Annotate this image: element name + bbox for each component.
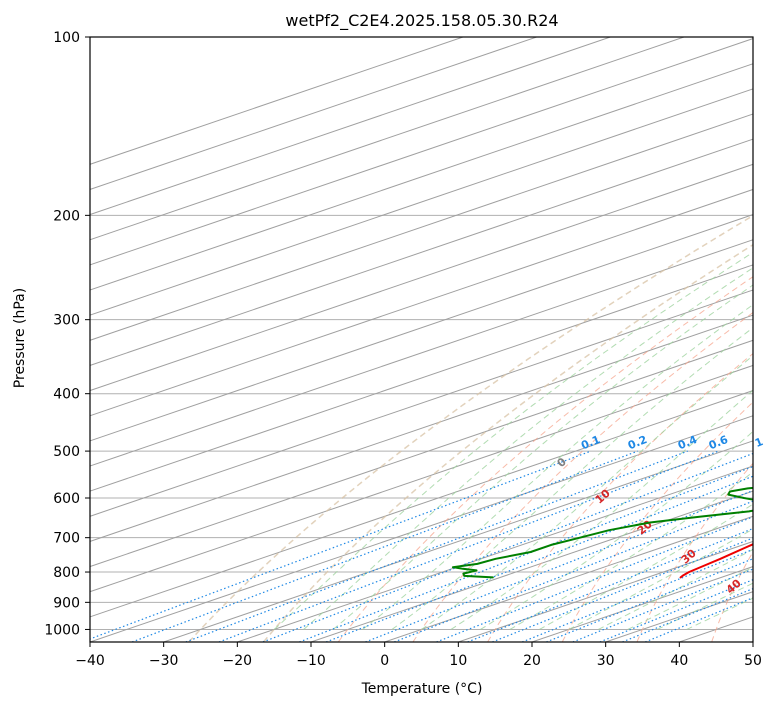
x-axis-title: Temperature (°C) bbox=[361, 681, 483, 697]
mixing-ratio-line bbox=[622, 587, 753, 642]
x-tick-label: 20 bbox=[523, 653, 541, 669]
isotherm-line bbox=[90, 37, 611, 216]
x-tick-label: −30 bbox=[149, 653, 179, 669]
chart-title: wetPf2_C2E4.2025.158.05.30.R24 bbox=[285, 11, 558, 31]
dewpoint-profile-line bbox=[451, 486, 753, 579]
mixing-ratio-line bbox=[218, 450, 719, 642]
moist-adiabat-line bbox=[303, 267, 753, 630]
plot-frame bbox=[89, 36, 754, 643]
isotherm-line bbox=[752, 641, 753, 642]
moist-adiabat-line bbox=[421, 355, 753, 630]
mixing-ratio-line bbox=[572, 568, 753, 642]
isotherm-line bbox=[90, 314, 753, 542]
mixing-ratio-label: 1 bbox=[753, 435, 765, 450]
isotherm-line bbox=[90, 63, 753, 291]
isotherm-line bbox=[90, 364, 753, 593]
isotherm-line bbox=[90, 339, 753, 568]
mixing-ratio-line bbox=[393, 500, 753, 642]
x-tick-label: 50 bbox=[744, 653, 762, 669]
y-tick-label: 900 bbox=[53, 595, 80, 611]
moist-adiabat-line bbox=[332, 284, 753, 630]
y-tick-label: 1000 bbox=[44, 622, 80, 638]
x-tick-label: −40 bbox=[75, 653, 105, 669]
isotherm-line bbox=[90, 37, 464, 165]
mixing-ratio-line bbox=[90, 450, 592, 640]
y-tick-label: 700 bbox=[53, 531, 80, 547]
moist-adiabat-line bbox=[450, 389, 753, 630]
mixing-ratio-line bbox=[185, 450, 688, 642]
y-tick-label: 800 bbox=[53, 565, 80, 581]
isotherm-line bbox=[90, 37, 685, 241]
isotherm-line bbox=[90, 188, 753, 417]
moist-adiabat-line bbox=[627, 566, 753, 630]
x-tick-label: 0 bbox=[380, 653, 389, 669]
isotherm-line bbox=[384, 515, 753, 642]
mixing-ratio-line bbox=[492, 537, 753, 642]
background-lines bbox=[90, 37, 753, 642]
dry-adiabat-line bbox=[188, 214, 753, 642]
x-tick-label: −10 bbox=[296, 653, 326, 669]
moist-adiabat-line bbox=[509, 471, 753, 630]
y-tick-label: 600 bbox=[53, 491, 80, 507]
isotherm-line bbox=[90, 390, 753, 618]
isotherm-line bbox=[310, 490, 753, 642]
y-tick-label: 300 bbox=[53, 313, 80, 329]
isotherm-line bbox=[90, 289, 753, 517]
isotherm-line bbox=[90, 163, 753, 392]
dry-adiabat-line bbox=[262, 243, 753, 642]
x-tick-label: 10 bbox=[449, 653, 467, 669]
mixing-ratio-line bbox=[262, 452, 753, 642]
y-axis-title: Pressure (hPa) bbox=[12, 288, 28, 388]
dry-adiabat-line bbox=[412, 311, 753, 642]
isotherm-line bbox=[90, 38, 753, 266]
isotherm-line bbox=[90, 88, 753, 316]
isotherm-line bbox=[163, 440, 753, 642]
isotherm-line bbox=[90, 264, 753, 492]
dry-adiabat-line bbox=[711, 550, 753, 642]
isotherm-line bbox=[90, 214, 753, 442]
isotherm-line bbox=[90, 138, 753, 366]
isotherm-line bbox=[90, 415, 753, 642]
y-tick-label: 500 bbox=[53, 444, 80, 460]
x-tick-label: 30 bbox=[597, 653, 615, 669]
isotherm-line bbox=[90, 37, 537, 190]
isotherm-line bbox=[237, 465, 753, 642]
plot-area-background bbox=[90, 37, 753, 642]
isotherm-label: -10 bbox=[773, 468, 775, 491]
moist-adiabat-line bbox=[273, 251, 753, 630]
y-axis-ticks: 100 200 300 400 500 600 700 800 900 1000 bbox=[44, 30, 90, 638]
mixing-ratio-line bbox=[521, 548, 753, 642]
x-axis-ticks: −40 −30 −20 −10 0 10 20 30 40 50 bbox=[75, 642, 762, 669]
moist-adiabat-line bbox=[539, 503, 753, 630]
sounding-series bbox=[451, 486, 753, 579]
mixing-ratio-line bbox=[599, 579, 753, 642]
y-tick-label: 400 bbox=[53, 387, 80, 403]
moist-adiabat-line bbox=[362, 304, 753, 630]
isotherm-line bbox=[90, 239, 753, 467]
isotherm-line bbox=[90, 113, 753, 341]
y-tick-label: 100 bbox=[53, 30, 80, 46]
x-tick-label: −20 bbox=[223, 653, 253, 669]
x-tick-label: 40 bbox=[670, 653, 688, 669]
y-tick-label: 200 bbox=[53, 208, 80, 224]
mixing-ratio-line bbox=[546, 558, 753, 642]
